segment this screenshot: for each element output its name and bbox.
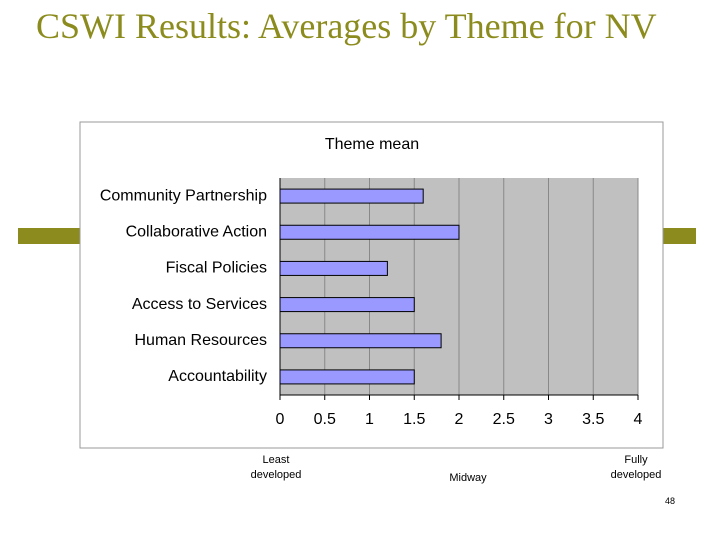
x-tick-label: 1 <box>365 411 374 428</box>
chart-title: Theme mean <box>325 136 419 153</box>
x-tick-label: 3.5 <box>582 411 604 428</box>
bar <box>279 333 442 349</box>
x-tick-label: 3 <box>544 411 553 428</box>
decor-bar <box>655 228 696 244</box>
x-tick-label: 0.5 <box>314 411 336 428</box>
bar <box>279 224 460 240</box>
annotation: Fully developed <box>610 454 662 481</box>
x-tick-label: 4 <box>634 411 643 428</box>
x-tick-label: 2 <box>455 411 464 428</box>
bar <box>279 369 415 385</box>
page-number: 48 <box>664 496 675 506</box>
bar <box>279 260 388 276</box>
y-tick-label: Collaborative Action <box>126 223 267 240</box>
y-tick-label: Human Resources <box>135 332 268 349</box>
y-tick-label: Accountability <box>168 368 267 385</box>
x-tick-label: 1.5 <box>403 411 425 428</box>
y-tick-label: Access to Services <box>132 296 267 313</box>
y-tick-label: Fiscal Policies <box>166 260 267 277</box>
bar <box>279 297 415 313</box>
x-tick-label: 0 <box>276 411 285 428</box>
annotation: Midway <box>449 472 487 484</box>
x-tick-label: 2.5 <box>493 411 515 428</box>
slide-title: CSWI Results: Averages by Theme for NV <box>36 6 657 46</box>
bar <box>279 188 424 204</box>
y-tick-label: Community Partnership <box>100 187 267 204</box>
annotation: Least developed <box>250 454 302 481</box>
decor-bar <box>18 228 88 244</box>
